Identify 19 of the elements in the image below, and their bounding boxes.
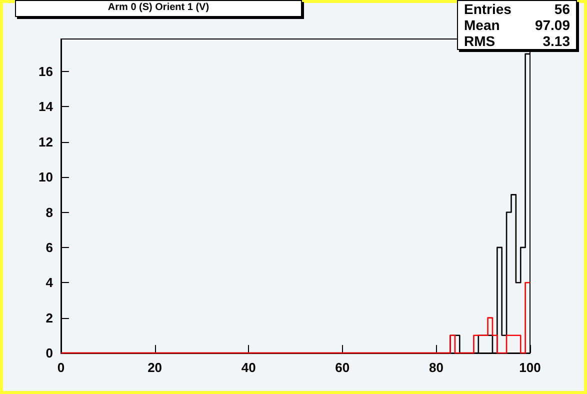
text: RMS 3.13 bbox=[464, 33, 570, 49]
y-tick-label: 12 bbox=[38, 134, 53, 150]
y-tick-label: 10 bbox=[38, 170, 53, 185]
y-tick-label: 2 bbox=[46, 310, 53, 326]
chart-title: Arm 0 (S) Orient 1 (V) bbox=[15, 0, 302, 17]
x-tick-label: 0 bbox=[57, 360, 65, 375]
y-tick-label: 6 bbox=[46, 240, 53, 255]
y-tick-label: 4 bbox=[46, 275, 54, 290]
x-tick-label: 20 bbox=[148, 360, 162, 375]
x-tick-label: 40 bbox=[241, 360, 256, 375]
x-tick-label: 80 bbox=[428, 360, 444, 375]
x-tick-label: 100 bbox=[519, 360, 541, 375]
y-tick-label: 8 bbox=[46, 204, 53, 220]
text: Mean 97.09 bbox=[464, 17, 570, 33]
text: Entries 56 bbox=[464, 1, 570, 17]
x-tick-label: 60 bbox=[335, 360, 350, 375]
y-tick-label: 16 bbox=[38, 64, 53, 80]
y-tick-label: 14 bbox=[38, 99, 54, 114]
y-tick-label: 0 bbox=[46, 346, 53, 360]
